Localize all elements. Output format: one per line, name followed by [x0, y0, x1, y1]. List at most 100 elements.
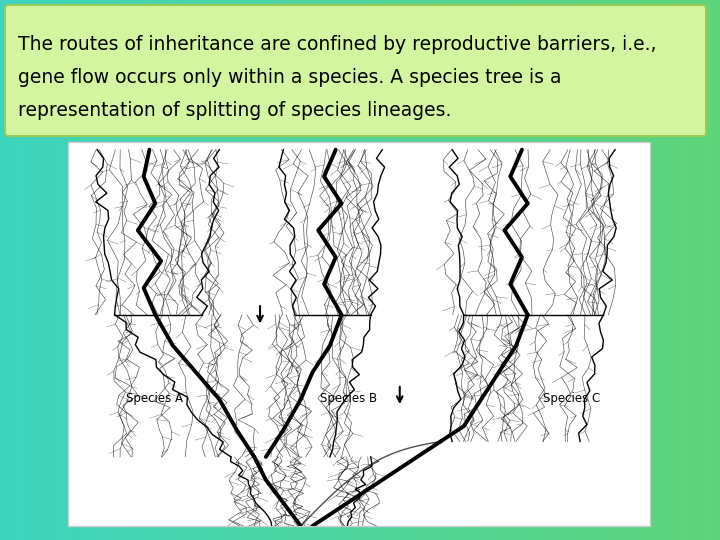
- Bar: [389, 0, 396, 540]
- Bar: [713, 0, 720, 540]
- Bar: [590, 0, 598, 540]
- Bar: [317, 0, 324, 540]
- Bar: [691, 0, 698, 540]
- Bar: [151, 0, 158, 540]
- Bar: [641, 0, 648, 540]
- Bar: [461, 0, 468, 540]
- Bar: [79, 0, 86, 540]
- Bar: [187, 0, 194, 540]
- Bar: [547, 0, 554, 540]
- Bar: [288, 0, 295, 540]
- Bar: [72, 0, 79, 540]
- Bar: [475, 0, 482, 540]
- Bar: [50, 0, 58, 540]
- Bar: [698, 0, 706, 540]
- Bar: [36, 0, 43, 540]
- Bar: [655, 0, 662, 540]
- Bar: [230, 0, 238, 540]
- Bar: [648, 0, 655, 540]
- Bar: [562, 0, 569, 540]
- Bar: [180, 0, 187, 540]
- Bar: [583, 0, 590, 540]
- Bar: [158, 0, 166, 540]
- Bar: [396, 0, 403, 540]
- Bar: [432, 0, 439, 540]
- Bar: [137, 0, 144, 540]
- Bar: [374, 0, 382, 540]
- Bar: [367, 0, 374, 540]
- Text: The routes of inheritance are confined by reproductive barriers, i.e.,: The routes of inheritance are confined b…: [18, 35, 657, 54]
- Bar: [245, 0, 252, 540]
- Bar: [173, 0, 180, 540]
- Bar: [605, 0, 612, 540]
- Bar: [353, 0, 360, 540]
- Bar: [302, 0, 310, 540]
- Bar: [410, 0, 418, 540]
- Bar: [94, 0, 101, 540]
- Bar: [554, 0, 562, 540]
- Bar: [223, 0, 230, 540]
- Bar: [101, 0, 108, 540]
- Bar: [439, 0, 446, 540]
- Bar: [86, 0, 94, 540]
- Bar: [252, 0, 259, 540]
- Bar: [7, 0, 14, 540]
- Bar: [324, 0, 331, 540]
- Bar: [281, 0, 288, 540]
- Bar: [598, 0, 605, 540]
- Bar: [662, 0, 670, 540]
- FancyBboxPatch shape: [5, 5, 706, 136]
- Bar: [14, 0, 22, 540]
- Bar: [497, 0, 504, 540]
- Bar: [346, 0, 353, 540]
- Text: Species B: Species B: [320, 392, 377, 405]
- Bar: [706, 0, 713, 540]
- Bar: [238, 0, 245, 540]
- Bar: [29, 0, 36, 540]
- Bar: [166, 0, 173, 540]
- Bar: [274, 0, 281, 540]
- Bar: [259, 0, 266, 540]
- Bar: [576, 0, 583, 540]
- Bar: [360, 0, 367, 540]
- Bar: [418, 0, 425, 540]
- Bar: [108, 0, 115, 540]
- Bar: [65, 0, 72, 540]
- Bar: [454, 0, 461, 540]
- Bar: [194, 0, 202, 540]
- Bar: [209, 0, 216, 540]
- Bar: [670, 0, 677, 540]
- Bar: [612, 0, 619, 540]
- Bar: [684, 0, 691, 540]
- Bar: [22, 0, 29, 540]
- Bar: [295, 0, 302, 540]
- Bar: [540, 0, 547, 540]
- Bar: [626, 0, 634, 540]
- Bar: [468, 0, 475, 540]
- Text: Species C: Species C: [544, 392, 600, 405]
- Bar: [202, 0, 209, 540]
- Bar: [526, 0, 533, 540]
- Bar: [122, 0, 130, 540]
- Bar: [0, 0, 7, 540]
- Text: gene flow occurs only within a species. A species tree is a: gene flow occurs only within a species. …: [18, 68, 562, 87]
- Bar: [310, 0, 317, 540]
- Bar: [511, 0, 518, 540]
- Bar: [115, 0, 122, 540]
- Bar: [266, 0, 274, 540]
- Bar: [490, 0, 497, 540]
- Bar: [130, 0, 137, 540]
- Bar: [403, 0, 410, 540]
- Text: representation of splitting of species lineages.: representation of splitting of species l…: [18, 101, 451, 120]
- Bar: [425, 0, 432, 540]
- Text: Species A: Species A: [125, 392, 182, 405]
- Bar: [216, 0, 223, 540]
- Bar: [58, 0, 65, 540]
- Bar: [446, 0, 454, 540]
- Bar: [482, 0, 490, 540]
- Bar: [338, 0, 346, 540]
- Bar: [533, 0, 540, 540]
- Bar: [504, 0, 511, 540]
- Bar: [43, 0, 50, 540]
- Bar: [634, 0, 641, 540]
